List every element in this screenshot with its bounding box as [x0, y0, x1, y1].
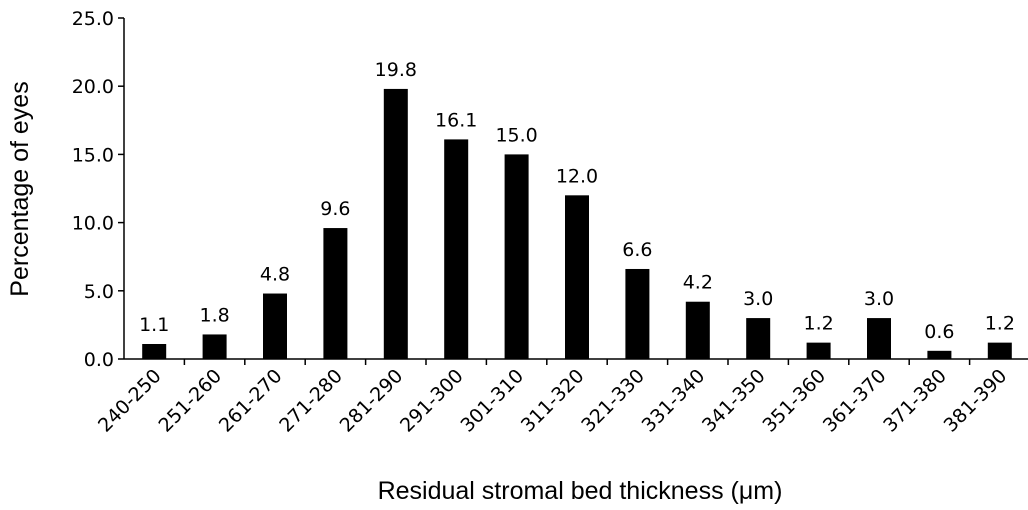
x-tick-label-331-340: 331-340 [638, 365, 710, 437]
data-label-361-370: 3.0 [864, 288, 894, 310]
bar-371-380 [927, 350, 952, 359]
data-label-321-330: 6.6 [622, 239, 652, 261]
data-label-341-350: 3.0 [743, 288, 773, 310]
bars-group [142, 88, 1012, 359]
data-label-281-290: 19.8 [375, 59, 417, 81]
data-label-381-390: 1.2 [985, 313, 1015, 335]
y-tick-label: 25.0 [72, 8, 114, 30]
data-label-351-360: 1.2 [803, 313, 833, 335]
data-label-301-310: 15.0 [495, 124, 537, 146]
bar-240-250 [142, 343, 167, 359]
bar-341-350 [746, 318, 771, 359]
y-tick-label: 15.0 [72, 144, 114, 166]
x-tick-label-261-270: 261-270 [215, 365, 287, 437]
y-axis-title: Percentage of eyes [6, 81, 34, 296]
x-tick-label-240-250: 240-250 [94, 365, 166, 437]
bar-301-310 [504, 154, 529, 359]
x-tick-label-361-370: 361-370 [819, 365, 891, 437]
data-label-371-380: 0.6 [924, 321, 954, 343]
x-tick-label-281-290: 281-290 [336, 365, 408, 437]
data-label-311-320: 12.0 [556, 165, 598, 187]
bar-351-360 [806, 342, 831, 359]
x-ticks-group: 240-250251-260261-270271-280281-290291-3… [94, 359, 1012, 437]
x-tick-label-301-310: 301-310 [456, 365, 528, 437]
data-label-261-270: 4.8 [260, 264, 290, 286]
data-labels-group: 1.1 1.8 4.8 9.6 19.8 16.1 15.0 12.0 6.6 4.2 3.0 1.2… [139, 59, 1015, 343]
bar-261-270 [263, 293, 287, 359]
x-tick-label-311-320: 311-320 [517, 365, 589, 437]
bar-361-370 [867, 318, 891, 359]
y-tick-label: 5.0 [84, 281, 114, 303]
bar-271-280 [323, 228, 348, 359]
y-tick-label: 20.0 [72, 76, 114, 98]
data-label-251-260: 1.8 [199, 304, 229, 326]
bar-321-330 [625, 268, 650, 359]
x-tick-label-291-300: 291-300 [396, 365, 468, 437]
x-tick-label-251-260: 251-260 [154, 365, 226, 437]
data-label-271-280: 9.6 [320, 198, 350, 220]
bar-291-300 [444, 139, 469, 359]
bar-381-390 [987, 342, 1012, 359]
x-tick-label-371-380: 371-380 [879, 365, 951, 437]
x-tick-label-271-280: 271-280 [275, 365, 347, 437]
bar-281-290 [383, 88, 408, 359]
x-tick-label-351-360: 351-360 [758, 365, 830, 437]
data-label-291-300: 16.1 [435, 109, 477, 131]
y-tick-label: 10.0 [72, 213, 114, 235]
x-tick-label-381-390: 381-390 [940, 365, 1012, 437]
bar-311-320 [565, 195, 589, 359]
x-axis-title: Residual stromal bed thickness (μm) [378, 477, 783, 505]
x-tick-label-321-330: 321-330 [577, 365, 649, 437]
bar-331-340 [685, 301, 710, 359]
bar-251-260 [202, 334, 227, 359]
y-tick-label: 0.0 [84, 349, 114, 371]
data-label-240-250: 1.1 [139, 314, 169, 336]
data-label-331-340: 4.2 [683, 272, 713, 294]
x-tick-label-341-350: 341-350 [698, 365, 770, 437]
y-ticks-group: 0.0 5.0 10.0 15.0 20.0 25.0 [72, 8, 124, 371]
